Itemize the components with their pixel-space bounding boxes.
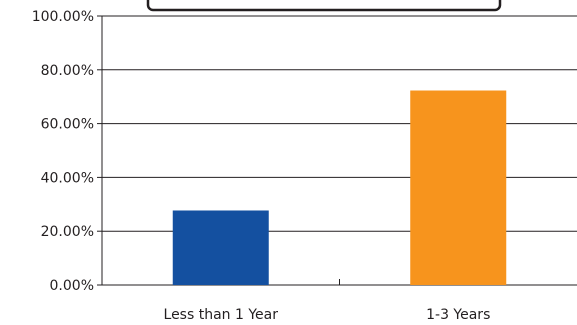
y-tick-label-3: 60.00% <box>41 117 94 133</box>
x-category-label-1: 1-3 Years <box>426 307 490 323</box>
labels: 0.00% 20.00% 40.00% 60.00% 80.00% 100.00% Less… <box>32 9 491 323</box>
bar-0 <box>172 210 269 285</box>
y-tick-label-1: 20.00% <box>41 224 94 240</box>
bars <box>172 90 507 285</box>
y-tick-label-5: 100.00% <box>32 9 94 25</box>
bar-1 <box>410 90 507 285</box>
cropped-top-box <box>146 0 502 12</box>
y-tick-label-2: 40.00% <box>41 170 94 186</box>
x-category-label-0: Less than 1 Year <box>164 307 279 323</box>
y-tick-label-4: 80.00% <box>41 63 94 79</box>
y-tick-label-0: 0.00% <box>50 278 94 294</box>
